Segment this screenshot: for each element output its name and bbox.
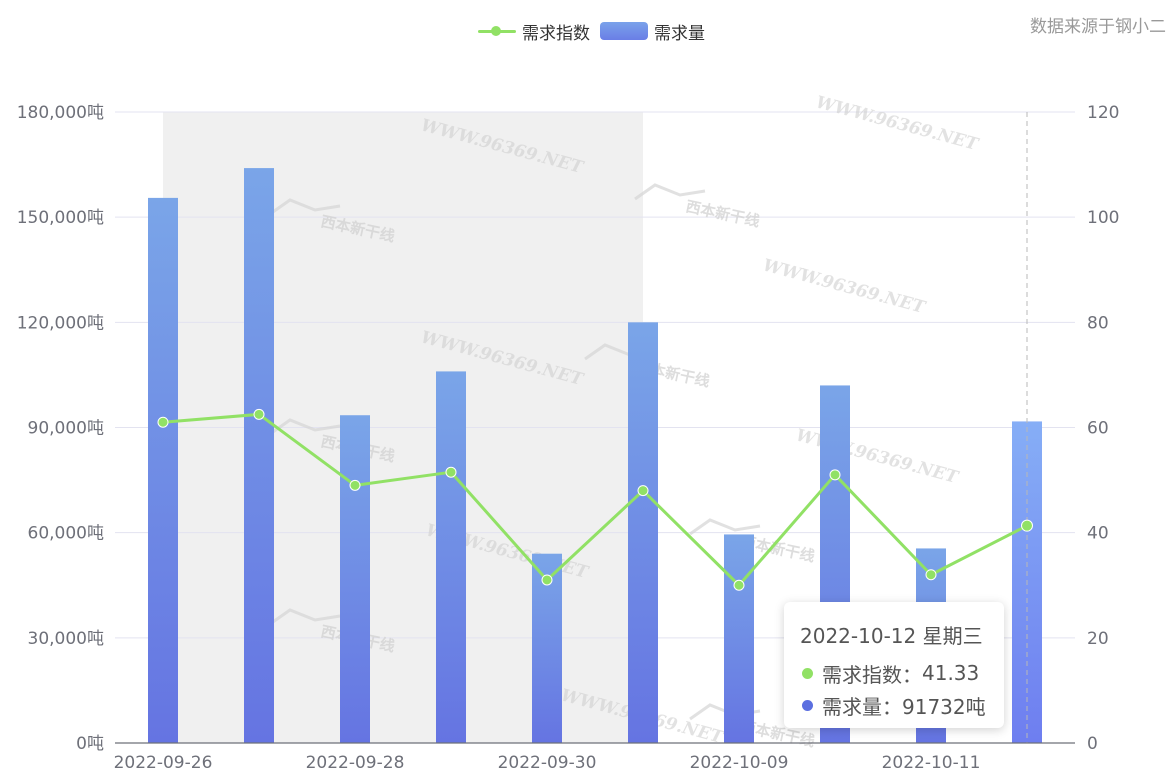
watermark-brand-text: 西本新干线 bbox=[684, 197, 761, 230]
legend-label-demand-volume: 需求量 bbox=[654, 23, 705, 44]
line-point bbox=[253, 408, 265, 420]
y-left-tick-label: 180,000吨 bbox=[17, 103, 104, 123]
bar bbox=[724, 534, 754, 743]
line-point bbox=[157, 416, 169, 428]
line-point bbox=[925, 569, 937, 581]
bar bbox=[628, 322, 658, 743]
y-right-tick-label: 80 bbox=[1087, 313, 1109, 333]
watermark-logo-shape bbox=[689, 518, 761, 536]
line-series bbox=[162, 412, 1028, 587]
tooltip-label-demand-volume: 需求量： bbox=[822, 694, 902, 719]
legend-line-swatch bbox=[478, 24, 516, 38]
watermark-site-text: WWW.96369.NET bbox=[814, 93, 982, 156]
y-left-tick-label: 30,000吨 bbox=[28, 629, 104, 649]
line-point bbox=[1021, 519, 1033, 532]
y-right-tick-label: 40 bbox=[1087, 524, 1109, 544]
watermark-site-text: WWW.96369.NET bbox=[794, 426, 962, 489]
tooltip-row-demand-volume: 需求量： 91732吨 bbox=[800, 689, 988, 721]
line-point bbox=[445, 466, 457, 478]
y-right-tick-label: 20 bbox=[1087, 629, 1109, 649]
y-right-tick-label: 100 bbox=[1087, 208, 1119, 228]
y-left-tick-label: 120,000吨 bbox=[17, 313, 104, 333]
y-right-tick-label: 120 bbox=[1087, 103, 1119, 123]
y-right-tick-label: 0 bbox=[1087, 734, 1098, 754]
legend-item-demand-volume[interactable]: 需求量 bbox=[600, 19, 705, 44]
watermark-logo-shape bbox=[634, 183, 706, 201]
y-left-tick-label: 60,000吨 bbox=[28, 524, 104, 544]
x-tick-label: 2022-09-26 bbox=[114, 753, 213, 773]
bar bbox=[148, 197, 178, 743]
x-tick-label: 2022-10-11 bbox=[882, 753, 981, 773]
tooltip-title: 2022-10-12 星期三 bbox=[800, 624, 983, 648]
x-tick-label: 2022-10-09 bbox=[690, 753, 789, 773]
bar bbox=[436, 371, 466, 743]
tooltip-row-demand-index: 需求指数： 41.33 bbox=[800, 657, 988, 689]
tooltip-value-demand-index: 41.33 bbox=[922, 661, 980, 685]
line-point bbox=[733, 579, 745, 591]
data-source-note: 数据来源于钢小二 bbox=[1030, 17, 1166, 37]
tooltip-label-demand-index: 需求指数： bbox=[822, 662, 922, 687]
y-right-tick-label: 60 bbox=[1087, 419, 1109, 439]
line-point bbox=[541, 574, 553, 586]
line-point bbox=[637, 485, 649, 497]
watermark-logo-shape bbox=[269, 198, 341, 216]
y-left-tick-label: 0吨 bbox=[76, 734, 104, 754]
chart-tooltip: 2022-10-12 星期三 需求指数： 41.33 需求量： 91732吨 bbox=[784, 602, 1004, 728]
legend-item-demand-index[interactable]: 需求指数 bbox=[478, 19, 590, 44]
tooltip-dot-demand-volume bbox=[802, 699, 813, 711]
y-left-tick-label: 150,000吨 bbox=[17, 208, 104, 228]
line-point bbox=[829, 469, 841, 481]
watermark-site-text: WWW.96369.NET bbox=[761, 256, 929, 319]
x-tick-label: 2022-09-30 bbox=[498, 753, 597, 773]
x-tick-label: 2022-09-28 bbox=[306, 753, 405, 773]
tooltip-dot-demand-index bbox=[802, 667, 813, 679]
legend: 需求指数 需求量 bbox=[478, 18, 705, 44]
y-left-tick-label: 90,000吨 bbox=[28, 419, 104, 439]
watermark-logo-shape bbox=[269, 418, 341, 436]
line-point bbox=[349, 479, 361, 491]
legend-label-demand-index: 需求指数 bbox=[522, 23, 590, 44]
legend-bar-swatch bbox=[600, 22, 648, 40]
bar bbox=[244, 168, 274, 744]
watermark-logo-shape bbox=[269, 608, 341, 626]
tooltip-value-demand-volume: 91732吨 bbox=[902, 694, 986, 719]
bar bbox=[340, 415, 370, 743]
